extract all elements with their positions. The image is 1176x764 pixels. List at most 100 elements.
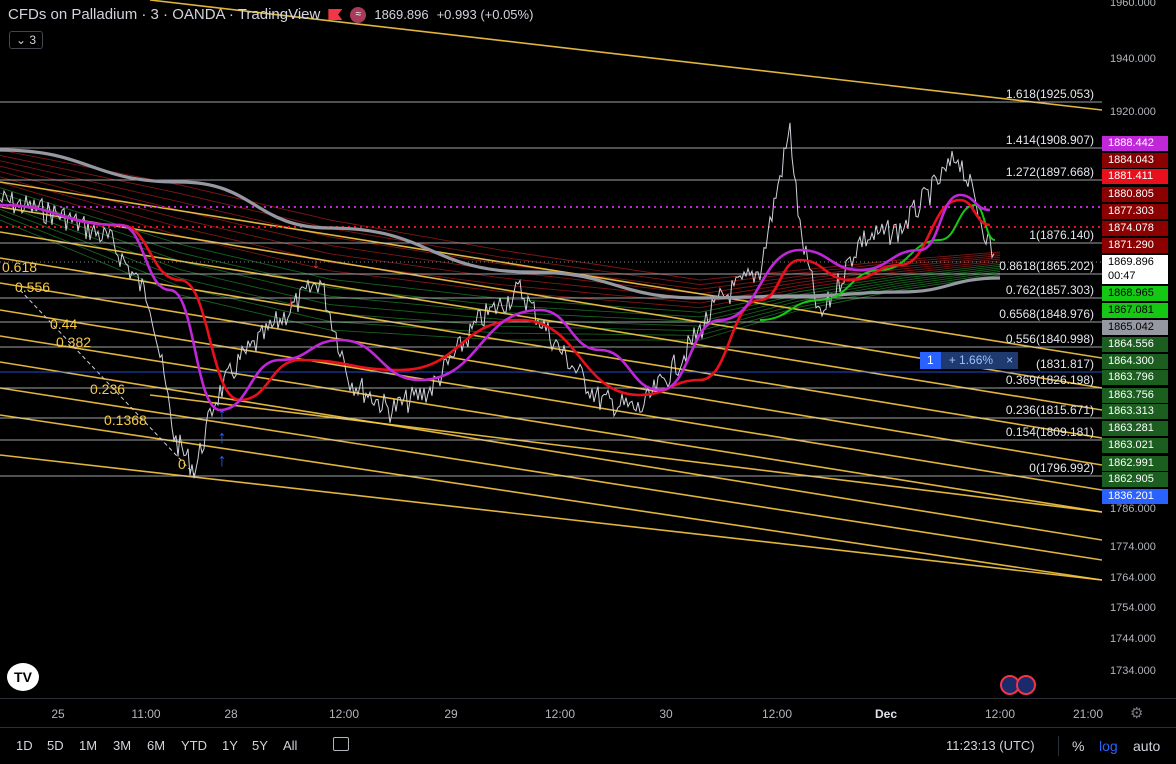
buy-signal-arrow-icon[interactable]: ↑	[218, 427, 227, 447]
price-tick-label: 1940.000	[1110, 53, 1156, 65]
range-button-all[interactable]: All	[283, 738, 298, 753]
price-scale-label: 1881.411	[1102, 169, 1168, 184]
range-button-1y[interactable]: 1Y	[222, 738, 238, 753]
indicators-collapse-toggle[interactable]: ⌄ 3	[9, 31, 44, 49]
range-button-6m[interactable]: 6M	[147, 738, 166, 753]
time-tick-label: 11:00	[131, 707, 161, 721]
ema-ribbon-line	[0, 160, 1001, 290]
price-scale-label: 1874.078	[1102, 221, 1168, 236]
range-button-5y[interactable]: 5Y	[252, 738, 268, 753]
buy-signal-arrow-icon[interactable]: ↑	[218, 450, 227, 470]
ema-ribbon-line	[0, 192, 1001, 318]
trend-line[interactable]	[149, 394, 1102, 513]
gray-moving-average[interactable]	[0, 148, 1001, 300]
price-scale-label: 1863.021	[1102, 438, 1168, 453]
fib-level-label: 0.556(1840.998)	[1006, 332, 1094, 346]
range-button-1d[interactable]: 1D	[16, 738, 33, 753]
trend-line[interactable]	[0, 361, 1102, 541]
left-fib-label: 0	[178, 456, 186, 472]
position-line-label[interactable]: 1 + 1.66% ×	[920, 352, 1019, 369]
trend-line[interactable]	[0, 414, 1102, 581]
ema-ribbon-line	[0, 181, 1001, 309]
price-scale-label: 1863.756	[1102, 388, 1168, 403]
range-button-ytd[interactable]: YTD	[181, 738, 207, 753]
time-scale[interactable]: ⚙ 25 11:00 28 12:00 29 12:00 30 12:00 Dec 12:00 21…	[0, 698, 1176, 727]
sell-signal-arrow-icon[interactable]: ↓	[312, 255, 320, 272]
fib-level-label: 0(1796.992)	[1029, 461, 1094, 475]
auto-scale-toggle[interactable]: auto	[1133, 738, 1161, 754]
economic-event-flag-icon[interactable]	[1000, 675, 1036, 695]
fib-level-label: 1(1876.140)	[1029, 228, 1094, 242]
indicator-round-icon[interactable]: ≈	[350, 6, 367, 23]
trend-line[interactable]	[0, 181, 1102, 359]
ema-ribbon-line	[0, 214, 1001, 336]
price-scale-label: 1868.965	[1102, 286, 1168, 301]
price-scale-label: 1864.300	[1102, 354, 1168, 369]
utc-clock[interactable]: 11:23:13 (UTC)	[946, 738, 1035, 753]
range-button-1m[interactable]: 1M	[79, 738, 98, 753]
left-fib-label: 0.618	[2, 259, 37, 275]
fib-level-label: 1.618(1925.053)	[1006, 87, 1094, 101]
last-price: 1869.896	[374, 7, 429, 22]
ema-ribbon-line	[0, 176, 1001, 304]
price-series-line[interactable]	[0, 122, 995, 479]
price-scale-label: 1869.896	[1102, 255, 1168, 270]
price-scale-label: 1862.991	[1102, 456, 1168, 471]
price-scale-label: 1863.313	[1102, 404, 1168, 419]
symbol-title[interactable]: CFDs on Palladium · 3 · OANDA · TradingV…	[8, 6, 321, 23]
left-fib-label: 0.44	[50, 316, 77, 332]
ema-ribbon-line	[0, 149, 1001, 281]
percent-scale-toggle[interactable]: %	[1072, 738, 1085, 754]
red-flag-icon[interactable]	[328, 9, 343, 20]
time-tick-label: 21:00	[1072, 707, 1104, 721]
price-chart-canvas[interactable]: 1.618(1925.053) 1.414(1908.907) 1.272(1897…	[0, 0, 1102, 698]
close-position-icon[interactable]: ×	[1001, 352, 1019, 369]
price-tick-label: 1920.000	[1110, 106, 1156, 118]
time-tick-label: 12:00	[761, 707, 793, 721]
red-moving-average[interactable]	[0, 198, 991, 402]
trend-line[interactable]	[0, 387, 1102, 561]
price-scale-label: 1863.796	[1102, 370, 1168, 385]
position-quantity: 1	[920, 352, 941, 369]
fib-level-label: 0.762(1857.303)	[1006, 283, 1094, 297]
log-scale-toggle[interactable]: log	[1099, 738, 1118, 754]
tradingview-logo-icon[interactable]: TV	[7, 663, 39, 691]
price-tick-label: 1734.000	[1110, 665, 1156, 677]
chart-pane[interactable]: 1.618(1925.053) 1.414(1908.907) 1.272(1897…	[0, 0, 1102, 698]
green-moving-average[interactable]	[759, 203, 996, 321]
trend-line[interactable]	[149, 0, 1102, 111]
trend-line[interactable]	[0, 309, 1102, 491]
left-fib-label: 0.236	[90, 381, 125, 397]
toolbar-divider	[1058, 736, 1059, 756]
price-tick-label: 1960.000	[1110, 0, 1156, 9]
fib-base-line	[19, 289, 196, 476]
sell-signal-arrow-icon[interactable]: ↓	[287, 293, 295, 310]
position-pnl: + 1.66%	[940, 352, 1002, 369]
gear-icon[interactable]: ⚙	[1130, 705, 1144, 722]
trend-line[interactable]	[0, 282, 1102, 466]
price-scale-label: 1864.556	[1102, 337, 1168, 352]
bottom-toolbar: 1D 5D 1M 3M 6M YTD 1Y 5Y All 11:23:13 (UTC) % lo…	[0, 727, 1176, 764]
left-fib-label: 0.1368	[104, 412, 147, 428]
price-tick-label: 1786.000	[1110, 503, 1156, 515]
time-tick-label: 28	[224, 707, 238, 721]
left-fib-label: 0.556	[15, 279, 50, 295]
buy-signal-arrow-icon[interactable]: ↑	[218, 404, 227, 424]
trend-line[interactable]	[0, 257, 1102, 439]
ema-ribbon-line	[0, 198, 1001, 322]
price-tick-label: 1774.000	[1110, 541, 1156, 553]
time-tick-label: 29	[444, 707, 458, 721]
symbol-legend: CFDs on Palladium · 3 · OANDA · TradingV…	[8, 6, 533, 23]
price-tick-label: 1754.000	[1110, 602, 1156, 614]
price-scale-label: 1836.201	[1102, 489, 1168, 504]
magenta-moving-average[interactable]	[0, 193, 991, 412]
range-button-5d[interactable]: 5D	[47, 738, 64, 753]
range-button-3m[interactable]: 3M	[113, 738, 132, 753]
trend-line[interactable]	[0, 335, 1102, 513]
compare-icon[interactable]	[333, 737, 349, 751]
fib-level-label: 0.154(1809.181)	[1006, 425, 1094, 439]
price-scale-label: 1871.290	[1102, 238, 1168, 253]
trend-line[interactable]	[0, 231, 1102, 411]
price-scale-label: 1884.043	[1102, 153, 1168, 168]
price-scale[interactable]: 1960.000 1940.000 1920.000 1786.000 1774.000…	[1102, 0, 1176, 698]
